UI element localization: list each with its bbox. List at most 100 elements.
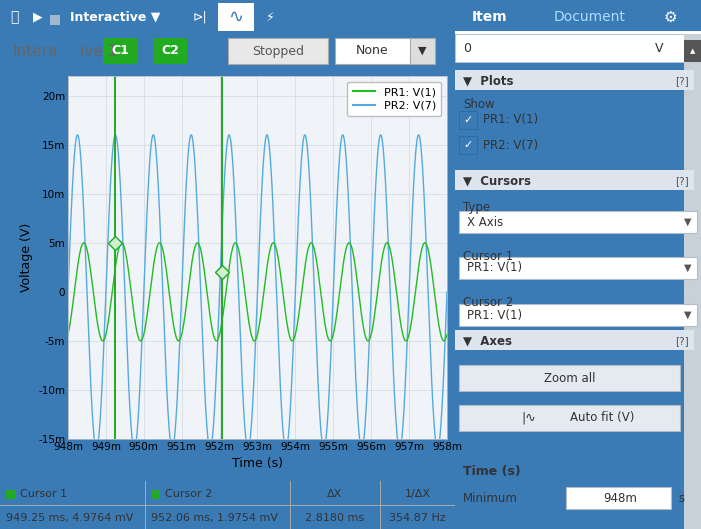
- PR2: V(7): (0.948, 0.016): V(7): (0.948, 0.016): [74, 132, 82, 138]
- Bar: [459, 365, 680, 391]
- Text: Show: Show: [463, 97, 495, 111]
- Text: 0: 0: [463, 41, 471, 54]
- Text: 949.25 ms, 4.9764 mV: 949.25 ms, 4.9764 mV: [6, 514, 133, 523]
- Text: 1/ΔX: 1/ΔX: [404, 489, 430, 499]
- Text: X Axis: X Axis: [467, 215, 503, 229]
- PR2: V(7): (0.952, -0.0111): V(7): (0.952, -0.0111): [201, 397, 210, 404]
- Text: Auto fit (V): Auto fit (V): [571, 412, 635, 424]
- Text: Cursor 2: Cursor 2: [463, 296, 513, 309]
- Y-axis label: Voltage (V): Voltage (V): [20, 223, 32, 292]
- Text: ⚡: ⚡: [266, 11, 274, 23]
- Text: [?]: [?]: [675, 76, 688, 86]
- Text: [?]: [?]: [675, 336, 688, 346]
- Text: PR2: V(7): PR2: V(7): [483, 139, 538, 151]
- Text: PR1: V(1): PR1: V(1): [467, 308, 522, 322]
- Text: ▼: ▼: [418, 46, 426, 56]
- Text: V: V: [655, 41, 663, 54]
- Bar: [459, 405, 680, 431]
- Text: Document: Document: [554, 10, 626, 24]
- Text: ▲: ▲: [690, 48, 695, 54]
- FancyBboxPatch shape: [103, 38, 137, 64]
- Text: ▼: ▼: [683, 217, 691, 227]
- Text: Stopped: Stopped: [252, 44, 304, 58]
- PR1: V(1): (0.948, -0.00433): V(1): (0.948, -0.00433): [64, 331, 72, 338]
- PR1: V(1): (0.958, -0.00433): V(1): (0.958, -0.00433): [443, 331, 451, 338]
- Bar: [455, 31, 701, 34]
- Bar: [459, 111, 477, 129]
- Bar: [6, 490, 15, 499]
- PR1: V(1): (0.952, 0.00136): V(1): (0.952, 0.00136): [201, 276, 210, 282]
- Text: Cursor 2: Cursor 2: [165, 489, 212, 499]
- Text: ⊳|: ⊳|: [193, 11, 207, 23]
- Text: C2: C2: [161, 44, 179, 58]
- Text: 948m: 948m: [603, 492, 637, 506]
- Bar: [218, 3, 254, 31]
- Text: Zoom all: Zoom all: [544, 371, 595, 385]
- Bar: [151, 490, 160, 499]
- Text: ▶: ▶: [33, 11, 43, 23]
- Text: None: None: [355, 44, 388, 58]
- Text: ▼  Cursors: ▼ Cursors: [463, 175, 531, 187]
- PR1: V(1): (0.955, 0.005): V(1): (0.955, 0.005): [345, 240, 353, 246]
- Bar: [228, 38, 328, 64]
- Text: s: s: [679, 492, 684, 506]
- Text: ΔX: ΔX: [327, 489, 343, 499]
- Text: Cursor 1: Cursor 1: [20, 489, 67, 499]
- Bar: [455, 70, 693, 90]
- PR2: V(7): (0.955, 0.00817): V(7): (0.955, 0.00817): [345, 208, 353, 215]
- PR2: V(7): (0.954, 0.0127): V(7): (0.954, 0.0127): [305, 165, 313, 171]
- Bar: [410, 38, 435, 64]
- PR2: V(7): (0.958, -1.76e-14): V(7): (0.958, -1.76e-14): [443, 289, 451, 295]
- Text: 952.06 ms, 1.9754 mV: 952.06 ms, 1.9754 mV: [151, 514, 278, 523]
- Text: ive 1: ive 1: [80, 43, 117, 59]
- Text: Intera: Intera: [12, 43, 57, 59]
- Text: PR1: V(1): PR1: V(1): [467, 261, 522, 275]
- Bar: [683, 40, 701, 62]
- Bar: [455, 330, 693, 350]
- Text: ▼: ▼: [683, 263, 691, 273]
- PR1: V(1): (0.951, 0.005): V(1): (0.951, 0.005): [193, 240, 202, 246]
- Text: [?]: [?]: [675, 176, 688, 186]
- Text: Interactive ▼: Interactive ▼: [70, 11, 161, 23]
- Text: ⚙: ⚙: [663, 10, 676, 24]
- Text: ✓: ✓: [463, 140, 472, 150]
- Text: 2.8180 ms: 2.8180 ms: [306, 514, 365, 523]
- PR1: V(1): (0.949, 0.00429): V(1): (0.949, 0.00429): [83, 247, 91, 253]
- Text: Type: Type: [463, 200, 490, 214]
- Legend: PR1: V(1), PR2: V(7): PR1: V(1), PR2: V(7): [347, 81, 442, 116]
- Bar: [455, 34, 683, 62]
- Bar: [50, 15, 60, 25]
- Text: ⓘ: ⓘ: [10, 10, 18, 24]
- Text: ✓: ✓: [463, 115, 472, 125]
- Line: PR2: V(7): PR2: V(7): [68, 135, 447, 449]
- Text: PR1: V(1): PR1: V(1): [483, 114, 538, 126]
- Text: ▼: ▼: [683, 310, 691, 320]
- PR2: V(7): (0.949, -0.000383): V(7): (0.949, -0.000383): [83, 293, 91, 299]
- Text: Item: Item: [472, 10, 508, 24]
- Text: Cursor 1: Cursor 1: [463, 250, 513, 262]
- PR2: V(7): (0.956, -0.00509): V(7): (0.956, -0.00509): [365, 339, 374, 345]
- Text: ∿: ∿: [229, 8, 243, 26]
- PR2: V(7): (0.954, -0.00786): V(7): (0.954, -0.00786): [288, 366, 297, 372]
- Bar: [683, 34, 701, 529]
- Text: |∿: |∿: [522, 412, 536, 424]
- PR1: V(1): (0.956, -0.00489): V(1): (0.956, -0.00489): [365, 336, 374, 343]
- Text: ▼  Plots: ▼ Plots: [463, 75, 514, 87]
- PR1: V(1): (0.954, -0.005): V(1): (0.954, -0.005): [288, 338, 297, 344]
- Text: ▼  Axes: ▼ Axes: [463, 334, 512, 348]
- Bar: [566, 487, 672, 509]
- Bar: [459, 136, 477, 154]
- FancyBboxPatch shape: [153, 38, 187, 64]
- Bar: [455, 170, 693, 190]
- Bar: [335, 38, 410, 64]
- Bar: [459, 304, 697, 326]
- Text: Time (s): Time (s): [463, 464, 521, 478]
- Bar: [459, 257, 697, 279]
- PR1: V(1): (0.951, -0.005): V(1): (0.951, -0.005): [175, 338, 183, 344]
- Line: PR1: V(1): PR1: V(1): [68, 243, 447, 341]
- PR2: V(7): (0.958, -0.016): V(7): (0.958, -0.016): [433, 445, 442, 452]
- Text: C1: C1: [111, 44, 129, 58]
- PR2: V(7): (0.948, -2.15e-14): V(7): (0.948, -2.15e-14): [64, 289, 72, 295]
- PR1: V(1): (0.954, 0.00464): V(1): (0.954, 0.00464): [305, 243, 313, 250]
- Text: 354.87 Hz: 354.87 Hz: [389, 514, 446, 523]
